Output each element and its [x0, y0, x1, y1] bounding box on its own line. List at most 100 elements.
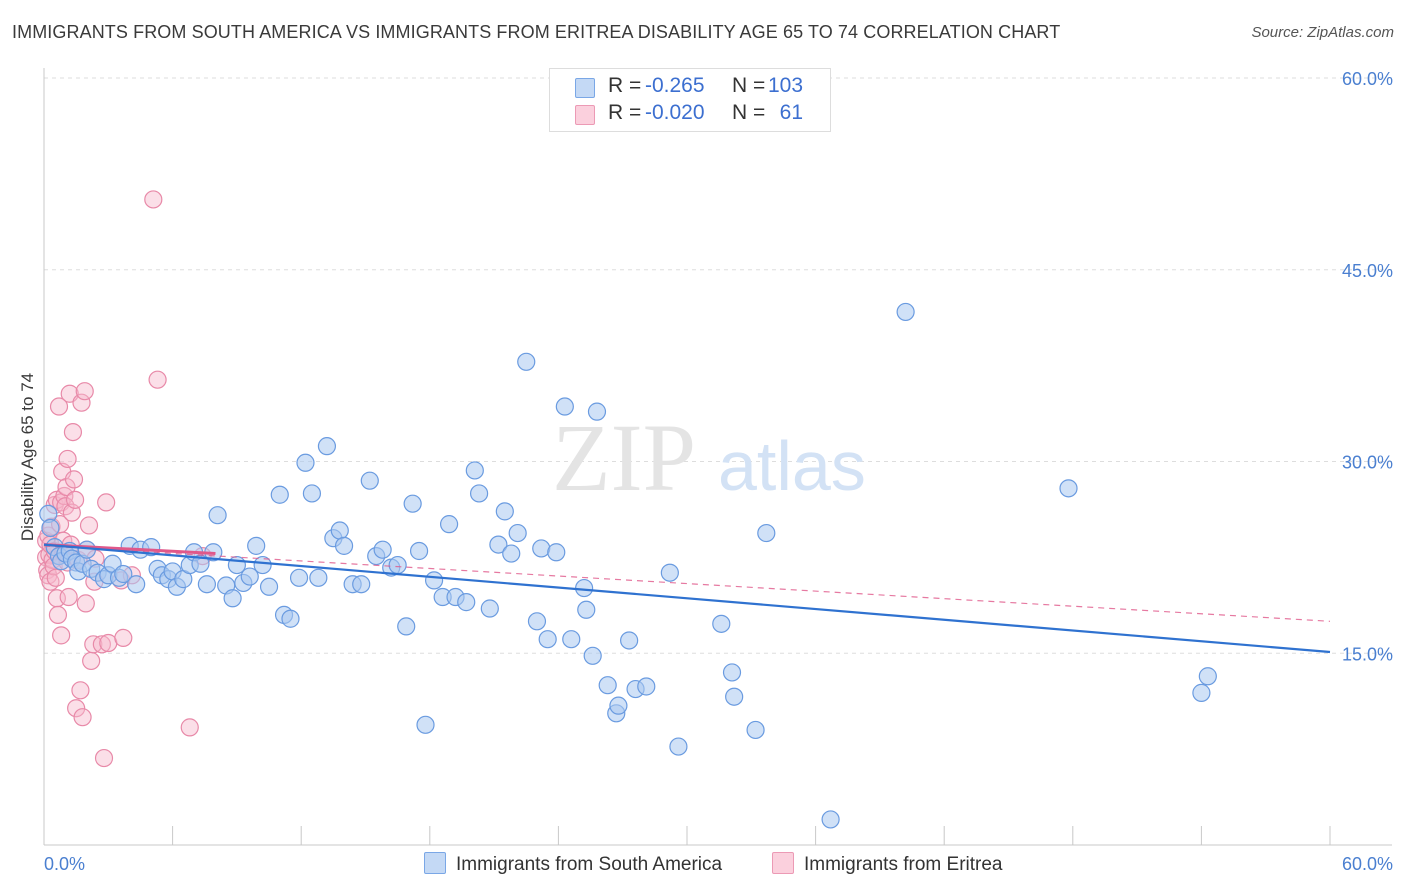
- grid-lines: [44, 77, 1392, 654]
- eritrea-point: [144, 190, 163, 209]
- south-america-point: [620, 631, 639, 650]
- south-america-point: [469, 484, 489, 503]
- south-america-point: [896, 302, 915, 322]
- south-america-point: [317, 437, 337, 456]
- south-america-point: [660, 563, 679, 582]
- south-america-point: [1059, 479, 1078, 498]
- south-america-point: [555, 397, 574, 416]
- bottom-legend-swatch-blue: [424, 852, 446, 874]
- south-america-point: [352, 575, 371, 594]
- eritrea-point: [58, 449, 77, 469]
- south-america-trend-line: [43, 543, 1331, 654]
- series-eritrea-points: [37, 190, 212, 768]
- south-america-point: [41, 518, 60, 538]
- south-america-point: [253, 555, 272, 575]
- eritrea-point: [52, 626, 71, 645]
- legend-swatch-blue: [575, 78, 595, 98]
- eritrea-point: [46, 568, 65, 587]
- south-america-point: [259, 577, 279, 596]
- x-ticks: [43, 826, 1331, 845]
- south-america-point: [424, 571, 444, 590]
- south-america-point: [746, 720, 765, 740]
- bottom-legend-label-eritrea: Immigrants from Eritrea: [804, 854, 1003, 875]
- eritrea-point: [71, 681, 90, 700]
- south-america-point: [403, 494, 422, 513]
- south-america-point: [373, 540, 392, 559]
- south-america-point: [197, 575, 216, 594]
- eritrea-point: [114, 628, 133, 648]
- south-america-point: [409, 541, 429, 561]
- eritrea-point: [180, 718, 199, 737]
- eritrea-point: [92, 635, 111, 654]
- south-america-point: [439, 515, 459, 534]
- south-america-point: [575, 578, 594, 598]
- south-america-point: [281, 609, 300, 628]
- bottom-legend-eritrea: Immigrants from Eritrea: [772, 852, 1002, 876]
- eritrea-point: [97, 493, 116, 512]
- eritrea-point: [75, 382, 94, 401]
- south-america-point: [223, 589, 242, 608]
- y-axis-label: Disability Age 65 to 74: [18, 373, 37, 541]
- eritrea-point: [67, 699, 86, 718]
- y-tick-label: 60.0%: [1342, 69, 1393, 89]
- stats-legend: R = -0.265 N = 103 R = -0.020 N = 61: [549, 68, 831, 132]
- south-america-point: [532, 539, 551, 558]
- eritrea-point: [76, 594, 95, 613]
- eritrea-point: [59, 587, 78, 607]
- south-america-point: [821, 810, 840, 829]
- x-tick-label-max: 60.0%: [1342, 854, 1393, 874]
- south-america-point: [722, 663, 742, 682]
- south-america-point: [725, 687, 744, 706]
- south-america-point: [508, 523, 527, 543]
- eritrea-point: [48, 605, 68, 625]
- legend-r-label: R =: [608, 101, 642, 124]
- south-america-point: [637, 677, 656, 696]
- eritrea-point: [82, 651, 101, 671]
- legend-n-value: 103: [768, 74, 804, 97]
- legend-r-value: -0.020: [645, 101, 705, 124]
- eritrea-point: [64, 470, 84, 489]
- eritrea-point: [94, 748, 114, 768]
- legend-swatch-pink: [575, 105, 595, 125]
- south-america-point: [527, 612, 547, 631]
- axes: [43, 68, 1392, 846]
- south-america-point: [270, 485, 289, 504]
- legend-n-value: 61: [779, 101, 803, 124]
- south-america-point: [712, 614, 731, 633]
- eritrea-point: [63, 422, 83, 442]
- legend-row-south-america: R = -0.265 N = 103: [550, 73, 830, 101]
- bottom-legend-swatch-pink: [772, 852, 794, 874]
- south-america-point: [330, 521, 349, 540]
- watermark: ZIP atlas: [552, 404, 866, 511]
- watermark-zip: ZIP: [552, 404, 696, 511]
- chart-title: IMMIGRANTS FROM SOUTH AMERICA VS IMMIGRA…: [12, 22, 1061, 42]
- south-america-point: [562, 630, 581, 649]
- south-america-point: [547, 543, 566, 562]
- south-america-point: [577, 600, 596, 619]
- eritrea-point: [148, 370, 167, 389]
- eritrea-point: [57, 477, 76, 497]
- south-america-point: [114, 564, 133, 584]
- south-america-point: [489, 535, 508, 554]
- south-america-point: [388, 555, 407, 575]
- y-tick-labels: 15.0% 30.0% 45.0% 60.0%: [1342, 69, 1393, 664]
- eritrea-trend-dashed: [43, 545, 1331, 622]
- south-america-point: [502, 544, 521, 563]
- south-america-point: [480, 599, 499, 618]
- series-south-america-points: [39, 302, 1217, 829]
- south-america-point: [598, 676, 617, 695]
- source-label: Source: ZipAtlas.com: [1251, 24, 1394, 41]
- eritrea-point: [73, 708, 92, 727]
- south-america-point: [296, 453, 315, 472]
- south-america-point: [457, 593, 476, 612]
- south-america-point: [302, 484, 322, 503]
- south-america-point: [757, 523, 776, 543]
- eritrea-point: [65, 490, 85, 509]
- bottom-legend-south-america: Immigrants from South America: [424, 852, 722, 876]
- south-america-point: [669, 737, 688, 756]
- legend-r-label: R =: [608, 74, 642, 97]
- bottom-legend-label-south-america: Immigrants from South America: [456, 854, 723, 875]
- south-america-point: [240, 567, 259, 586]
- x-tick-label-min: 0.0%: [44, 854, 85, 874]
